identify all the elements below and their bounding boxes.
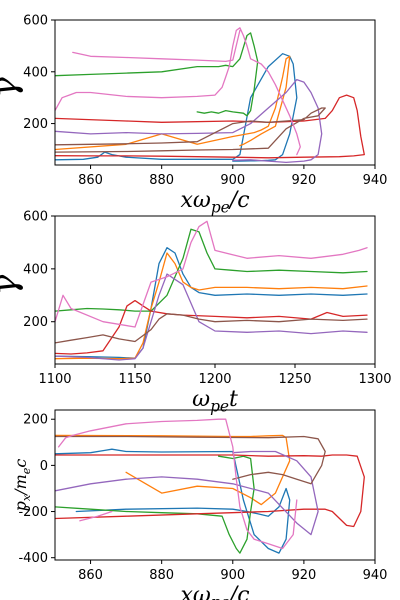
y-tick-label: 400 [23, 65, 48, 80]
x-tick-label: 1300 [358, 372, 391, 387]
series-line-3 [55, 228, 368, 312]
x-tick-label: 1150 [118, 372, 151, 387]
panel-px-vs-x: 860 880 900 920 940 -400 -200 0 200 xωpe​/c px​/me… [11, 409, 388, 600]
y-axis-label: px​/me​c [11, 459, 33, 512]
x-tick-label: 860 [78, 173, 103, 188]
x-tick-label: 940 [363, 568, 388, 583]
y-tick-label: 0 [40, 459, 48, 474]
x-tick-label: 880 [149, 568, 174, 583]
series-line-5 [55, 450, 319, 536]
y-axis-label: γ [0, 274, 25, 295]
x-axis-label: ωpe​t [192, 387, 238, 416]
series-line-5 [55, 78, 323, 164]
series-line-1 [55, 448, 291, 554]
y-tick-label: 400 [23, 262, 48, 277]
series-line-7 [55, 27, 301, 156]
series-line-7 [57, 418, 298, 550]
series-line-6 [55, 435, 326, 485]
series-line-7 [55, 220, 368, 328]
series-line-6 [55, 107, 326, 153]
x-axis-label: xωpe​/c [180, 583, 249, 600]
y-tick-label: 200 [23, 315, 48, 330]
series-group [55, 27, 365, 164]
x-axis-label: xωpe​/c [180, 188, 249, 217]
x-tick-label: 1100 [38, 372, 71, 387]
x-tick-label: 940 [363, 173, 388, 188]
series-line-2 [55, 252, 368, 360]
panel-gamma-vs-x: 860 880 900 920 940 200 400 600 xωpe​/c γ [0, 14, 387, 217]
series-line-3 [55, 455, 255, 554]
plot-frame [54, 19, 376, 166]
series-line-2 [55, 434, 291, 506]
series-line-4 [55, 299, 368, 355]
x-tick-label: 1200 [198, 372, 231, 387]
series-line-8 [72, 29, 241, 63]
series-group [55, 220, 368, 361]
x-tick-label: 1250 [278, 372, 311, 387]
x-tick-label: 900 [220, 173, 245, 188]
x-tick-label: 880 [149, 173, 174, 188]
plot-frame [54, 409, 376, 561]
y-tick-label: 600 [23, 14, 48, 29]
series-line-1 [55, 247, 368, 359]
series-line-4 [55, 454, 365, 528]
y-tick-label: 600 [23, 210, 48, 225]
x-tick-label: 920 [291, 568, 316, 583]
panel-gamma-vs-t: 1100 1150 1200 1250 1300 200 400 600 ωpe​t γ [0, 210, 392, 416]
y-tick-label: -200 [18, 505, 48, 520]
series-line-3 [55, 32, 259, 117]
series-group [55, 418, 365, 554]
series-line-6 [55, 313, 368, 344]
series-line-4 [55, 94, 365, 159]
series-line-8 [79, 510, 113, 522]
y-tick-label: -400 [18, 551, 48, 566]
y-tick-label: 200 [23, 117, 48, 132]
y-tick-label: 200 [23, 413, 48, 428]
plot-frame [54, 215, 376, 365]
x-tick-label: 860 [78, 568, 103, 583]
x-tick-label: 900 [220, 568, 245, 583]
x-tick-label: 920 [291, 173, 316, 188]
series-line-5 [55, 273, 368, 361]
y-axis-label: γ [0, 77, 25, 98]
